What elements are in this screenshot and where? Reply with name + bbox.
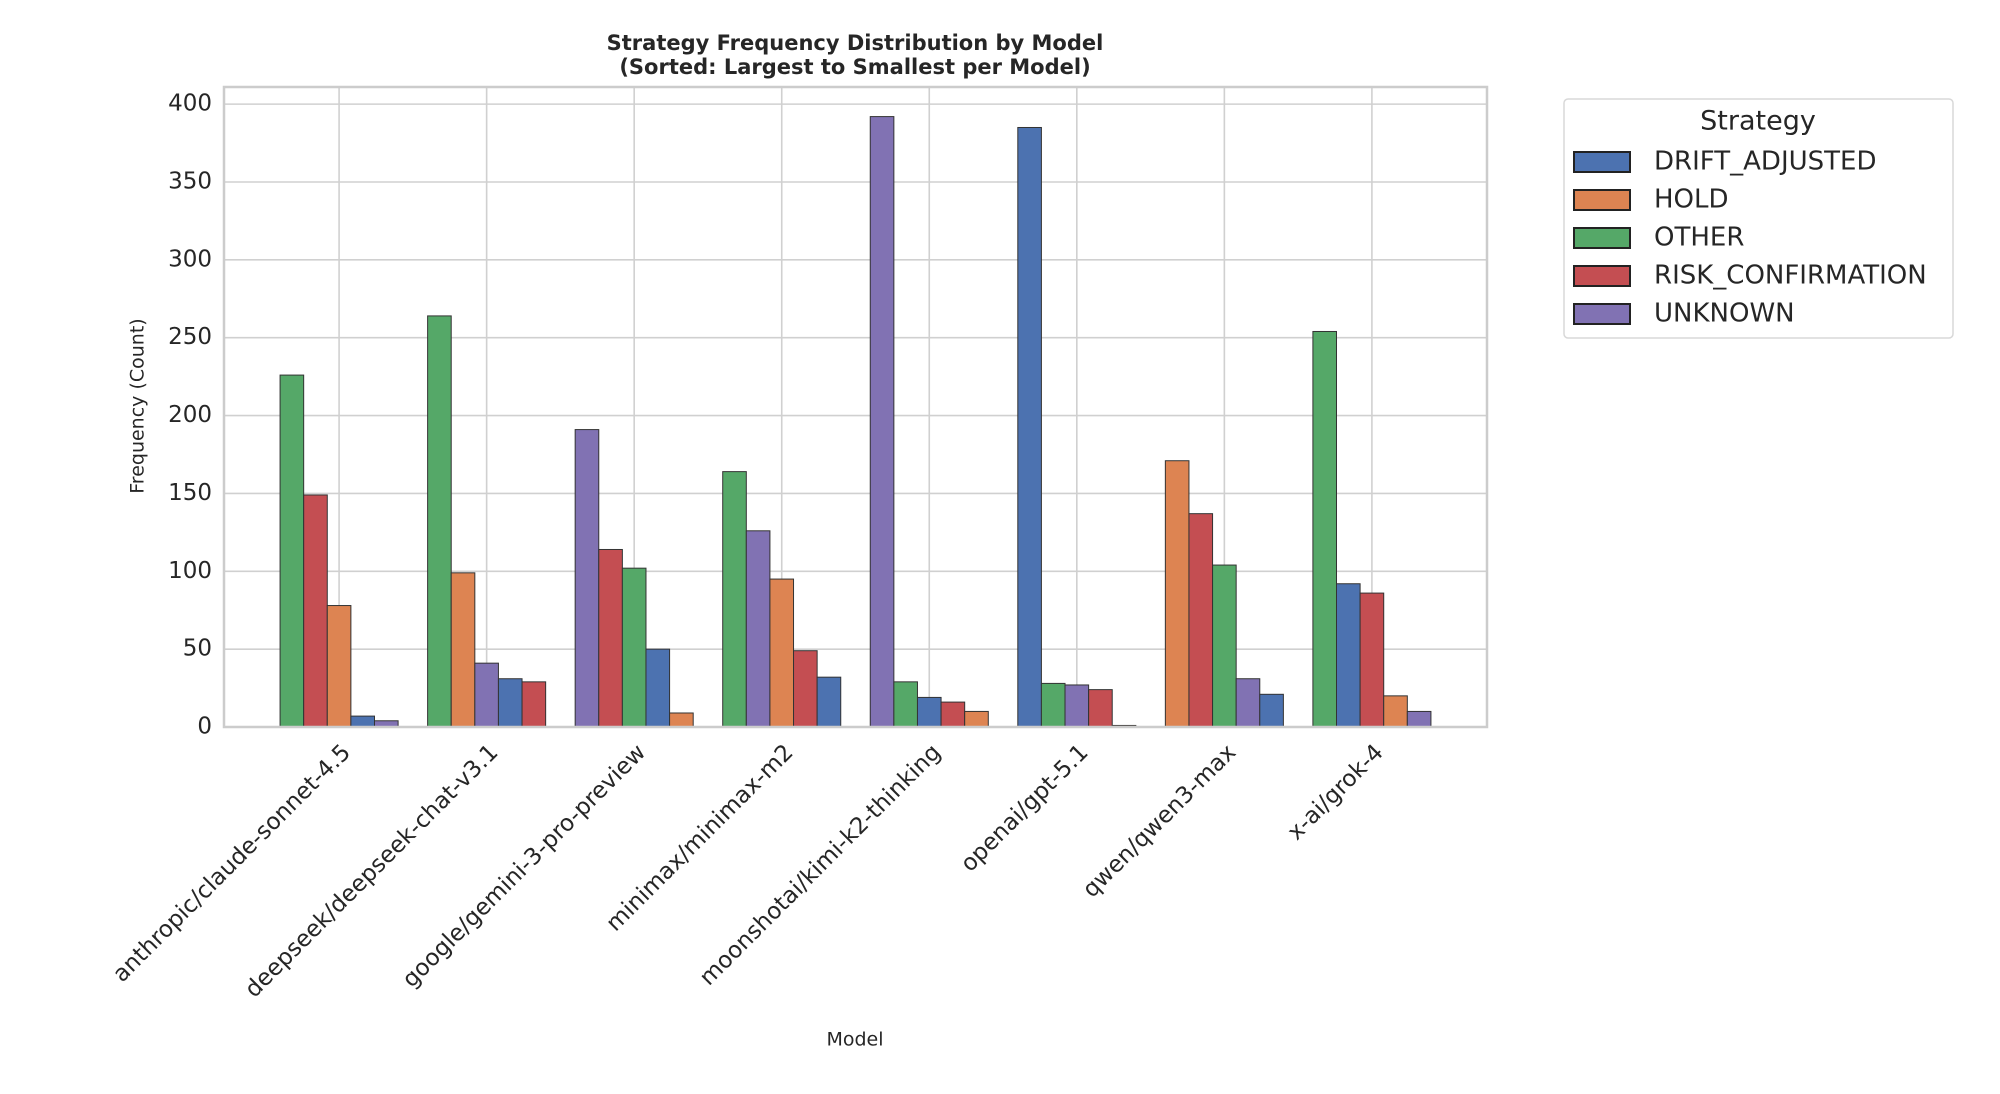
legend-box [1563,98,1954,339]
y-tick-label: 100 [168,558,212,584]
bar [574,429,600,728]
legend-label: UNKNOWN [1654,299,1795,329]
bar [1235,678,1261,728]
bar [598,548,623,728]
legend-label: OTHER [1654,223,1744,253]
bar [1017,126,1042,728]
y-tick-label: 350 [168,168,212,194]
plot-frame [222,85,1489,729]
plot-area [224,87,1487,727]
bar [964,710,989,728]
bar [474,662,499,728]
legend-label: DRIFT_ADJUSTED [1654,147,1876,177]
bar [1383,695,1408,728]
x-axis-label: Model [826,1029,883,1051]
x-tick-label: anthropic/claude-sonnet-4.5 [108,739,356,987]
bar [1336,583,1361,728]
y-tick-label: 150 [168,480,212,506]
chart-title: Strategy Frequency Distribution by Model [607,31,1104,55]
bar [1164,460,1190,728]
bar [1064,684,1090,728]
bar [669,712,694,728]
bar [326,605,352,728]
bar [816,676,842,728]
bar [450,572,476,728]
legend-title: Strategy [1700,106,1816,137]
bar [350,715,375,728]
legend-swatch [1573,189,1631,211]
bar [621,567,647,728]
bar [521,681,547,728]
bar [1312,330,1338,728]
bar [793,650,818,728]
chart-subtitle: (Sorted: Largest to Smallest per Model) [619,55,1090,79]
x-tick-label: qwen/qwen3-max [1078,739,1241,902]
bar [869,116,895,728]
x-tick-label: moonshotai/kimi-k2-thinking [695,739,946,990]
bar [769,578,795,728]
y-tick-label: 200 [168,402,212,428]
legend-label: HOLD [1654,185,1729,215]
x-tick-label: deepseek/deepseek-chat-v3.1 [240,739,503,1002]
y-tick-label: 50 [183,636,212,662]
bar [1406,710,1432,728]
bar [916,696,942,728]
bar [497,678,523,728]
y-tick-label: 400 [168,91,212,117]
bar [745,530,771,728]
bar [722,471,747,728]
bar [1040,682,1066,728]
bar [893,681,918,728]
bar [645,648,671,728]
bar [940,701,966,728]
bar [1212,564,1237,728]
bar [1088,689,1113,728]
legend-swatch [1573,151,1631,173]
legend-swatch [1573,303,1631,325]
bar [427,315,452,728]
bar [1259,693,1284,728]
bar [303,494,328,728]
x-tick-label: openai/gpt-5.1 [956,739,1094,877]
legend-label: RISK_CONFIRMATION [1654,261,1927,291]
bar [1359,592,1385,728]
y-axis-label: Frequency (Count) [127,318,149,493]
legend-swatch [1573,227,1631,249]
bar [279,374,305,728]
x-tick-label: google/gemini-3-pro-preview [398,739,651,992]
y-tick-label: 250 [168,324,212,350]
y-tick-label: 0 [197,714,212,740]
x-tick-label: x-ai/grok-4 [1283,739,1389,845]
legend-swatch [1573,265,1631,287]
y-tick-label: 300 [168,246,212,272]
bar [1188,513,1214,728]
